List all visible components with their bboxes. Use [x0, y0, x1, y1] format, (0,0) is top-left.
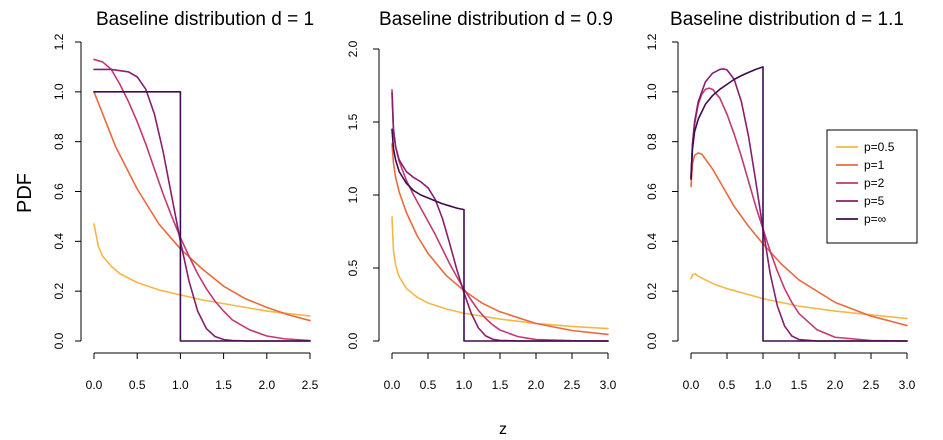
x-axis-label: z	[499, 421, 507, 438]
x-tick-label: 3.0	[899, 378, 916, 392]
x-tick-label: 1.0	[456, 378, 473, 392]
series-line-p	[690, 66, 908, 342]
y-tick-label: 1.0	[52, 83, 66, 100]
panel-title: Baseline distribution d = 1.1	[670, 9, 904, 30]
x-tick-label: 0.5	[719, 378, 736, 392]
series-line-p-5	[690, 68, 908, 342]
y-tick-label: 0.5	[346, 259, 360, 276]
y-tick-label: 1.2	[645, 33, 659, 50]
panel-d-1-1: Baseline distribution d = 1.1 0.0 0.5 1.0 1.…	[645, 9, 916, 392]
x-tick-label: 0.0	[683, 378, 700, 392]
series-group	[93, 58, 311, 342]
y-tick-label: 0.0	[346, 332, 360, 349]
panel-d-1: Baseline distribution d = 1 0.0 0.5 1.0 1.5 2…	[52, 9, 319, 392]
legend-box	[826, 129, 918, 244]
x-tick-label: 0.5	[420, 378, 437, 392]
panel-title: Baseline distribution d = 0.9	[379, 9, 613, 30]
y-tick-label: 0.2	[645, 283, 659, 300]
x-tick-label: 2.0	[528, 378, 545, 392]
y-tick-label: 2.0	[346, 40, 360, 57]
y-tick-label: 1.5	[346, 113, 360, 130]
series-line-p-0-5	[690, 272, 908, 320]
x-tick-label: 0.0	[384, 378, 401, 392]
legend-label: p=1	[864, 158, 885, 172]
x-tick-label: 2.5	[302, 378, 319, 392]
x-tick-label: 1.5	[492, 378, 509, 392]
x-tick-label: 2.5	[564, 378, 581, 392]
y-tick-label: 1.0	[346, 186, 360, 203]
legend-label: p=0.5	[864, 140, 895, 154]
x-tick-label: 1.0	[755, 378, 772, 392]
y-axis-label: PDF	[14, 173, 36, 213]
y-tick-label: 0.0	[645, 332, 659, 349]
y-tick-label: 0.0	[52, 332, 66, 349]
series-line-p-0-5	[93, 223, 311, 317]
x-tick-label: 1.0	[172, 378, 189, 392]
series-group	[690, 66, 908, 342]
x-tick-label: 3.0	[600, 378, 617, 392]
y-tick-label: 1.0	[645, 83, 659, 100]
x-tick-label: 2.0	[258, 378, 275, 392]
x-tick-label: 0.5	[129, 378, 146, 392]
x-tick-label: 1.5	[215, 378, 232, 392]
legend: p=0.5 p=1 p=2 p=5 p=∞	[826, 129, 918, 244]
series-line-p	[93, 91, 311, 342]
series-line-p-2	[391, 89, 609, 342]
series-line-p	[391, 128, 609, 342]
y-tick-label: 0.6	[645, 183, 659, 200]
series-group	[391, 89, 609, 342]
legend-label: p=∞	[864, 212, 886, 226]
series-line-p-5	[391, 92, 609, 342]
y-tick-label: 0.8	[645, 133, 659, 150]
series-line-p-1	[391, 143, 609, 336]
y-tick-label: 0.4	[52, 233, 66, 250]
legend-label: p=2	[864, 176, 885, 190]
series-line-p-2	[93, 58, 311, 342]
x-tick-label: 1.5	[791, 378, 808, 392]
x-tick-label: 2.5	[863, 378, 880, 392]
x-tick-label: 2.0	[827, 378, 844, 392]
y-tick-label: 0.6	[52, 183, 66, 200]
series-line-p-1	[690, 152, 908, 327]
series-line-p-2	[690, 87, 908, 342]
y-tick-label: 0.4	[645, 233, 659, 250]
series-line-p-1	[93, 91, 311, 322]
x-tick-label: 0.0	[86, 378, 103, 392]
y-tick-label: 1.2	[52, 33, 66, 50]
y-tick-label: 0.8	[52, 133, 66, 150]
panel-title: Baseline distribution d = 1	[96, 9, 314, 30]
legend-label: p=5	[864, 194, 885, 208]
y-tick-label: 0.2	[52, 283, 66, 300]
panel-d-0-9: Baseline distribution d = 0.9 0.0 0.5 1.0 1.…	[346, 9, 617, 392]
